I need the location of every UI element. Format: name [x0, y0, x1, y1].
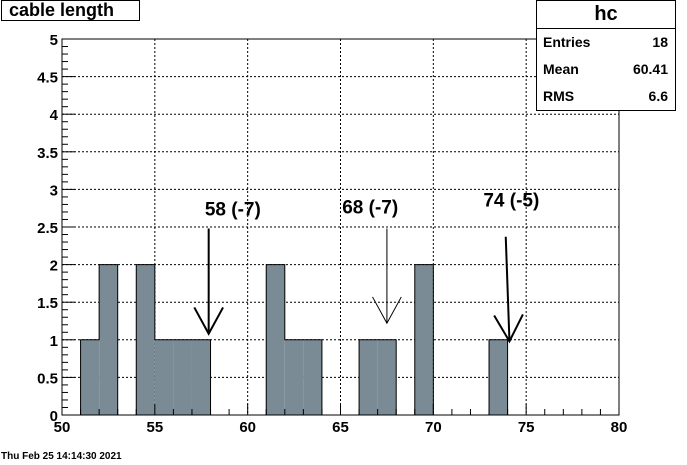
stats-value: 18 [652, 34, 668, 50]
annotation-label: 68 (-7) [342, 197, 398, 218]
histogram-bars [80, 264, 509, 415]
histogram-bin [191, 339, 211, 415]
y-tick-label: 0 [50, 408, 58, 425]
annotations: 58 (-7) 68 (-7) 74 (-5) [193, 191, 539, 344]
x-tick-label: 55 [146, 419, 163, 436]
histogram-bin [266, 264, 285, 415]
histogram-outline [80, 264, 509, 415]
y-tick-label: 1 [50, 333, 58, 350]
x-tick-label: 75 [518, 419, 535, 436]
y-tick-label: 0.5 [37, 370, 58, 387]
histogram-bin [303, 339, 322, 415]
stats-name: hc [537, 1, 675, 29]
histogram-bin [173, 339, 192, 415]
chart-title: cable length [1, 0, 140, 21]
stats-key: RMS [543, 88, 575, 104]
y-tick-label: 2 [50, 258, 58, 275]
histogram-bin [359, 339, 378, 415]
histogram-bin [154, 339, 174, 415]
annotation-arrow-head [372, 296, 402, 325]
histogram-bin [80, 339, 100, 415]
x-tick-label: 80 [611, 419, 628, 436]
y-tick-label: 1.5 [37, 295, 58, 312]
stats-row-mean: Mean 60.41 [537, 56, 675, 83]
annotation-arrow-shaft [504, 236, 511, 342]
axes: 50 55 60 65 70 75 80 0 0.5 1 1.5 2 2.5 3 3.5 4 4.5 5 [37, 32, 627, 436]
stats-value: 6.6 [648, 88, 668, 104]
annotation-label: 74 (-5) [483, 191, 539, 212]
y-tick-label: 5 [50, 32, 58, 49]
x-tick-label: 65 [332, 419, 349, 436]
histogram-bin [489, 339, 508, 415]
x-tick-label: 70 [425, 419, 442, 436]
stats-key: Entries [543, 34, 591, 50]
histogram-bin [284, 339, 304, 415]
y-tick-label: 3.5 [37, 145, 58, 162]
y-tick-label: 3 [50, 182, 58, 199]
y-tick-label: 2.5 [37, 220, 58, 237]
annotation-arrow-head [493, 314, 524, 344]
y-tick-label: 4 [50, 107, 59, 124]
histogram-bin [414, 264, 434, 415]
stats-row-rms: RMS 6.6 [537, 83, 675, 110]
annotation-label: 58 (-7) [205, 200, 261, 221]
histogram-bin [136, 264, 155, 415]
y-tick-label: 4.5 [37, 70, 58, 87]
stats-value: 60.41 [632, 61, 668, 77]
histogram-bin [377, 339, 397, 415]
timestamp-footer: Thu Feb 25 14:14:30 2021 [1, 451, 122, 462]
annotation-arrow-head [193, 306, 224, 336]
stats-box: hc Entries 18 Mean 60.41 RMS 6.6 [536, 0, 676, 111]
x-tick-label: 50 [54, 419, 71, 436]
histogram-bin [99, 264, 118, 415]
x-tick-label: 60 [239, 419, 256, 436]
stats-key: Mean [543, 61, 579, 77]
stats-row-entries: Entries 18 [537, 29, 675, 56]
